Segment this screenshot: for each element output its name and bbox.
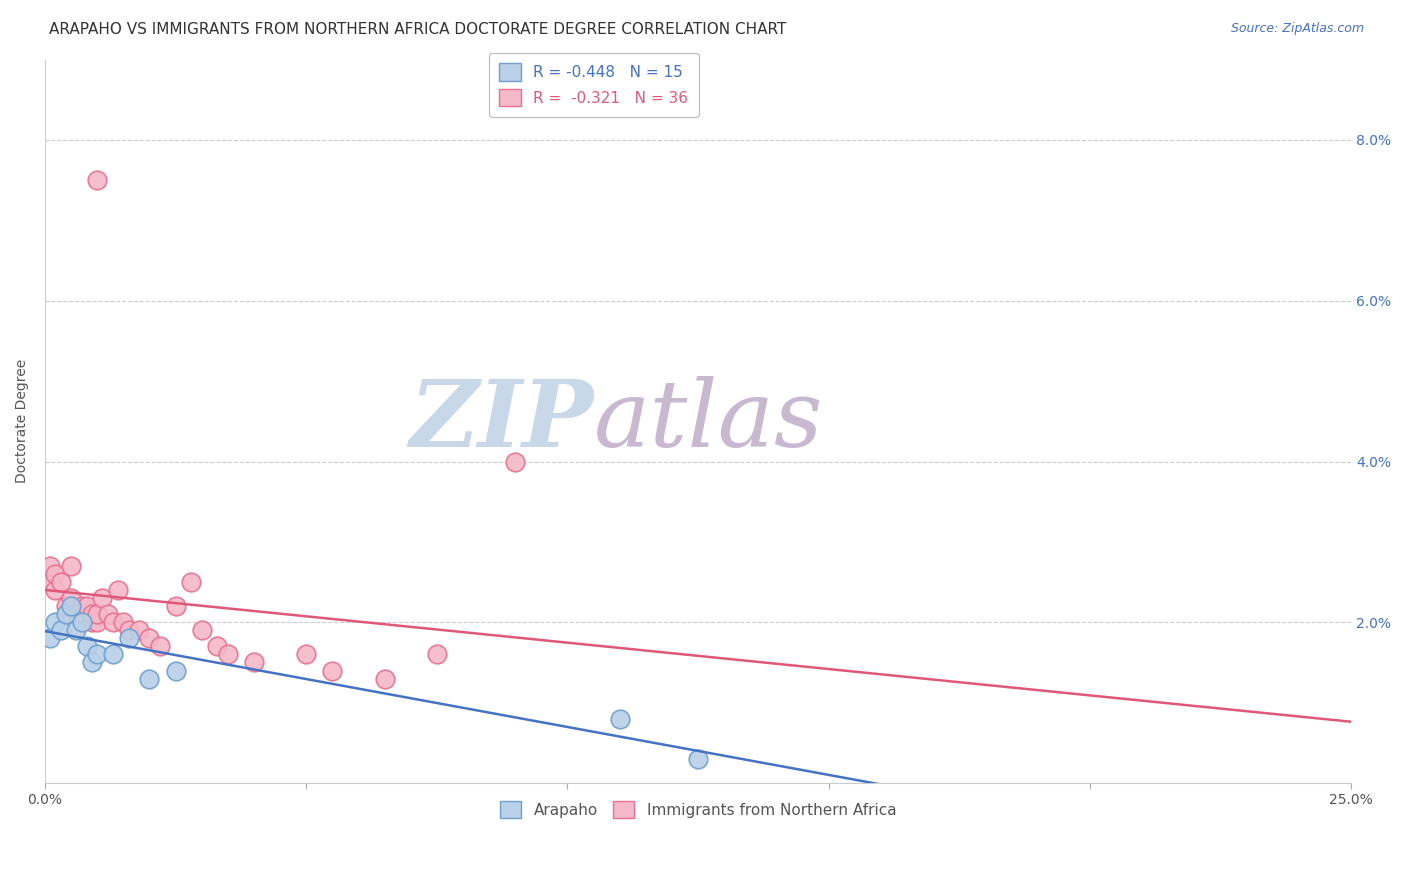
Point xyxy=(76,640,98,654)
Point xyxy=(80,656,103,670)
Point xyxy=(39,559,62,574)
Point xyxy=(65,607,87,622)
Point xyxy=(60,591,83,606)
Point xyxy=(70,599,93,614)
Point xyxy=(107,583,129,598)
Point xyxy=(86,607,108,622)
Point xyxy=(91,591,114,606)
Point xyxy=(149,640,172,654)
Point xyxy=(217,648,239,662)
Point xyxy=(55,607,77,622)
Point xyxy=(101,648,124,662)
Point xyxy=(65,624,87,638)
Point xyxy=(44,615,66,630)
Point xyxy=(70,615,93,630)
Point xyxy=(76,599,98,614)
Point xyxy=(44,583,66,598)
Point xyxy=(49,624,72,638)
Point xyxy=(80,615,103,630)
Text: Source: ZipAtlas.com: Source: ZipAtlas.com xyxy=(1230,22,1364,36)
Legend: Arapaho, Immigrants from Northern Africa: Arapaho, Immigrants from Northern Africa xyxy=(492,793,904,826)
Point xyxy=(374,672,396,686)
Point xyxy=(165,599,187,614)
Point xyxy=(138,632,160,646)
Point xyxy=(426,648,449,662)
Point xyxy=(112,615,135,630)
Point xyxy=(207,640,229,654)
Point xyxy=(39,632,62,646)
Point xyxy=(101,615,124,630)
Text: ZIP: ZIP xyxy=(409,376,593,467)
Point xyxy=(128,624,150,638)
Point xyxy=(295,648,318,662)
Point xyxy=(80,607,103,622)
Point xyxy=(86,615,108,630)
Point xyxy=(49,575,72,590)
Point xyxy=(97,607,120,622)
Point xyxy=(60,559,83,574)
Point xyxy=(321,664,343,678)
Y-axis label: Doctorate Degree: Doctorate Degree xyxy=(15,359,30,483)
Point xyxy=(39,575,62,590)
Point xyxy=(503,454,526,468)
Point xyxy=(44,567,66,582)
Text: atlas: atlas xyxy=(593,376,823,467)
Point xyxy=(86,648,108,662)
Point xyxy=(60,599,83,614)
Point xyxy=(165,664,187,678)
Point xyxy=(190,624,212,638)
Point xyxy=(243,656,266,670)
Point xyxy=(86,173,108,187)
Point xyxy=(686,752,709,766)
Point xyxy=(138,672,160,686)
Point xyxy=(55,599,77,614)
Point xyxy=(609,712,631,726)
Text: ARAPAHO VS IMMIGRANTS FROM NORTHERN AFRICA DOCTORATE DEGREE CORRELATION CHART: ARAPAHO VS IMMIGRANTS FROM NORTHERN AFRI… xyxy=(49,22,786,37)
Point xyxy=(180,575,202,590)
Point xyxy=(117,624,139,638)
Point xyxy=(117,632,139,646)
